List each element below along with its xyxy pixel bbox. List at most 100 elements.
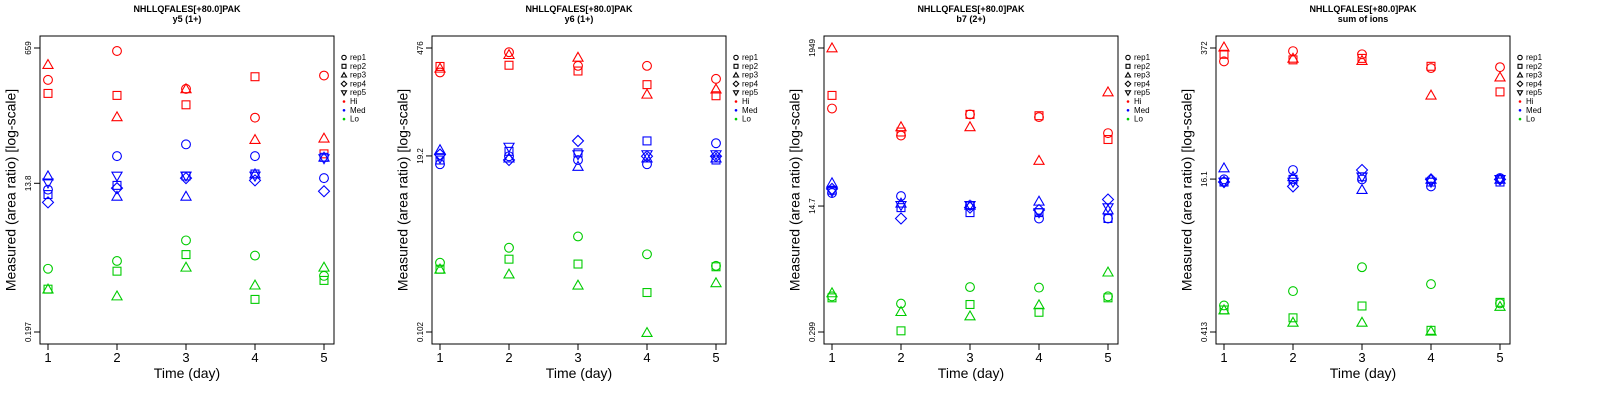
data-point-med-rep5 bbox=[640, 150, 654, 161]
legend-dot-lo bbox=[342, 117, 346, 121]
data-point-lo-rep1 bbox=[250, 250, 260, 261]
data-point-hi-rep3 bbox=[894, 120, 908, 132]
legend-marker-rep5 bbox=[1124, 90, 1132, 97]
data-point-lo-rep1 bbox=[1103, 291, 1113, 302]
data-point-lo-rep3 bbox=[894, 305, 908, 317]
data-point-lo-rep1 bbox=[1357, 262, 1367, 273]
legend-label-med: Med bbox=[1134, 106, 1150, 115]
data-point-hi-rep2 bbox=[711, 91, 721, 101]
legend-label-rep5: rep5 bbox=[350, 88, 367, 97]
legend-dot-hi bbox=[342, 100, 346, 103]
data-point-med-rep5 bbox=[1101, 203, 1115, 214]
data-point-hi-rep1 bbox=[711, 73, 721, 84]
data-point-hi-rep2 bbox=[112, 90, 122, 100]
data-point-hi-rep1 bbox=[504, 47, 514, 58]
data-point-med-rep4 bbox=[1286, 180, 1300, 193]
data-point-lo-rep2 bbox=[896, 326, 906, 336]
legend-dot-med bbox=[1518, 109, 1522, 112]
data-point-med-rep5 bbox=[1032, 208, 1046, 219]
data-point-med-rep5 bbox=[317, 154, 331, 165]
data-point-lo-rep1 bbox=[1288, 286, 1298, 297]
x-tick-label: 3 bbox=[1358, 350, 1365, 365]
data-point-hi-rep3 bbox=[502, 48, 516, 60]
data-point-med-rep4 bbox=[1355, 163, 1369, 177]
data-point-lo-rep3 bbox=[1355, 316, 1369, 327]
chart-subtitle: sum of ions bbox=[1338, 14, 1389, 24]
data-point-med-rep1 bbox=[1103, 213, 1113, 224]
data-point-hi-rep3 bbox=[41, 58, 55, 69]
y-tick-label: 19.2 bbox=[416, 148, 425, 164]
data-point-med-rep4 bbox=[41, 196, 55, 209]
data-point-lo-rep1 bbox=[896, 298, 906, 309]
plot-frame bbox=[823, 35, 1119, 345]
legend-dot-lo bbox=[1518, 117, 1522, 121]
legend-label-lo: Lo bbox=[1134, 115, 1143, 124]
data-point-med-rep5 bbox=[433, 153, 447, 165]
data-point-hi-rep3 bbox=[248, 133, 262, 145]
data-point-hi-rep2 bbox=[250, 72, 260, 82]
data-point-med-rep5 bbox=[1493, 174, 1507, 186]
data-point-med-rep5 bbox=[894, 201, 908, 212]
y-tick-label: 0.299 bbox=[808, 321, 817, 342]
data-point-med-rep2 bbox=[43, 190, 53, 200]
legend-label-rep2: rep2 bbox=[350, 62, 367, 71]
plot-frame bbox=[39, 35, 335, 345]
data-point-lo-rep1 bbox=[43, 263, 53, 274]
data-point-med-rep1 bbox=[319, 173, 329, 184]
data-point-hi-rep3 bbox=[110, 110, 124, 122]
data-point-med-rep4 bbox=[110, 181, 124, 195]
data-point-hi-rep2 bbox=[1357, 53, 1367, 63]
x-tick-label: 2 bbox=[1289, 350, 1296, 365]
legend-label-lo: Lo bbox=[1526, 115, 1535, 124]
legend-label-rep3: rep3 bbox=[1526, 71, 1543, 80]
data-point-lo-rep1 bbox=[1219, 300, 1229, 311]
data-point-hi-rep1 bbox=[1103, 128, 1113, 139]
chart-title: NHLLQFALES[+80.0]PAK bbox=[1309, 4, 1417, 14]
data-point-hi-rep3 bbox=[571, 51, 585, 62]
y-tick-label: 16.1 bbox=[1200, 171, 1209, 187]
data-point-lo-rep3 bbox=[1101, 266, 1115, 277]
legend-marker-rep5 bbox=[340, 90, 348, 97]
data-point-hi-rep1 bbox=[1219, 56, 1229, 67]
y-tick-label: 0.413 bbox=[1200, 321, 1209, 342]
data-point-med-rep4 bbox=[963, 201, 977, 214]
data-point-lo-rep3 bbox=[640, 326, 654, 338]
data-point-lo-rep2 bbox=[112, 266, 122, 276]
data-point-med-rep5 bbox=[248, 171, 262, 183]
legend-marker-rep1 bbox=[733, 54, 739, 61]
data-point-lo-rep3 bbox=[502, 267, 516, 279]
legend-label-rep1: rep1 bbox=[350, 53, 367, 62]
data-point-hi-rep2 bbox=[642, 80, 652, 90]
legend-dot-med bbox=[342, 109, 346, 112]
data-point-med-rep3 bbox=[433, 143, 447, 155]
data-point-med-rep4 bbox=[709, 150, 723, 163]
x-axis-label: Time (day) bbox=[1330, 365, 1396, 381]
data-point-med-rep3 bbox=[894, 197, 908, 208]
data-point-med-rep4 bbox=[571, 134, 585, 148]
chart-subtitle: y5 (1+) bbox=[173, 14, 202, 24]
data-point-med-rep5 bbox=[709, 150, 723, 161]
legend-label-rep4: rep4 bbox=[1134, 79, 1151, 88]
data-point-lo-rep3 bbox=[1286, 316, 1300, 327]
data-point-lo-rep2 bbox=[1103, 293, 1113, 303]
y-axis-label: Measured (area ratio) [log-scale] bbox=[1179, 89, 1195, 291]
data-point-lo-rep2 bbox=[573, 259, 583, 269]
data-point-med-rep3 bbox=[825, 176, 839, 188]
data-point-med-rep3 bbox=[1493, 173, 1507, 184]
data-point-med-rep4 bbox=[1101, 193, 1115, 206]
plot-frame bbox=[1215, 35, 1511, 345]
legend-dot-lo bbox=[734, 117, 738, 121]
data-point-med-rep5 bbox=[110, 171, 124, 183]
x-tick-label: 3 bbox=[182, 350, 189, 365]
data-point-lo-rep2 bbox=[504, 254, 514, 264]
data-point-med-rep4 bbox=[502, 153, 516, 167]
legend-marker-rep4 bbox=[732, 80, 740, 88]
data-point-med-rep1 bbox=[573, 155, 583, 165]
y-tick-label: 13.8 bbox=[24, 175, 33, 191]
legend-label-rep2: rep2 bbox=[1134, 62, 1151, 71]
data-point-med-rep5 bbox=[571, 150, 585, 161]
legend-label-med: Med bbox=[742, 106, 758, 115]
data-point-lo-rep3 bbox=[709, 276, 723, 288]
